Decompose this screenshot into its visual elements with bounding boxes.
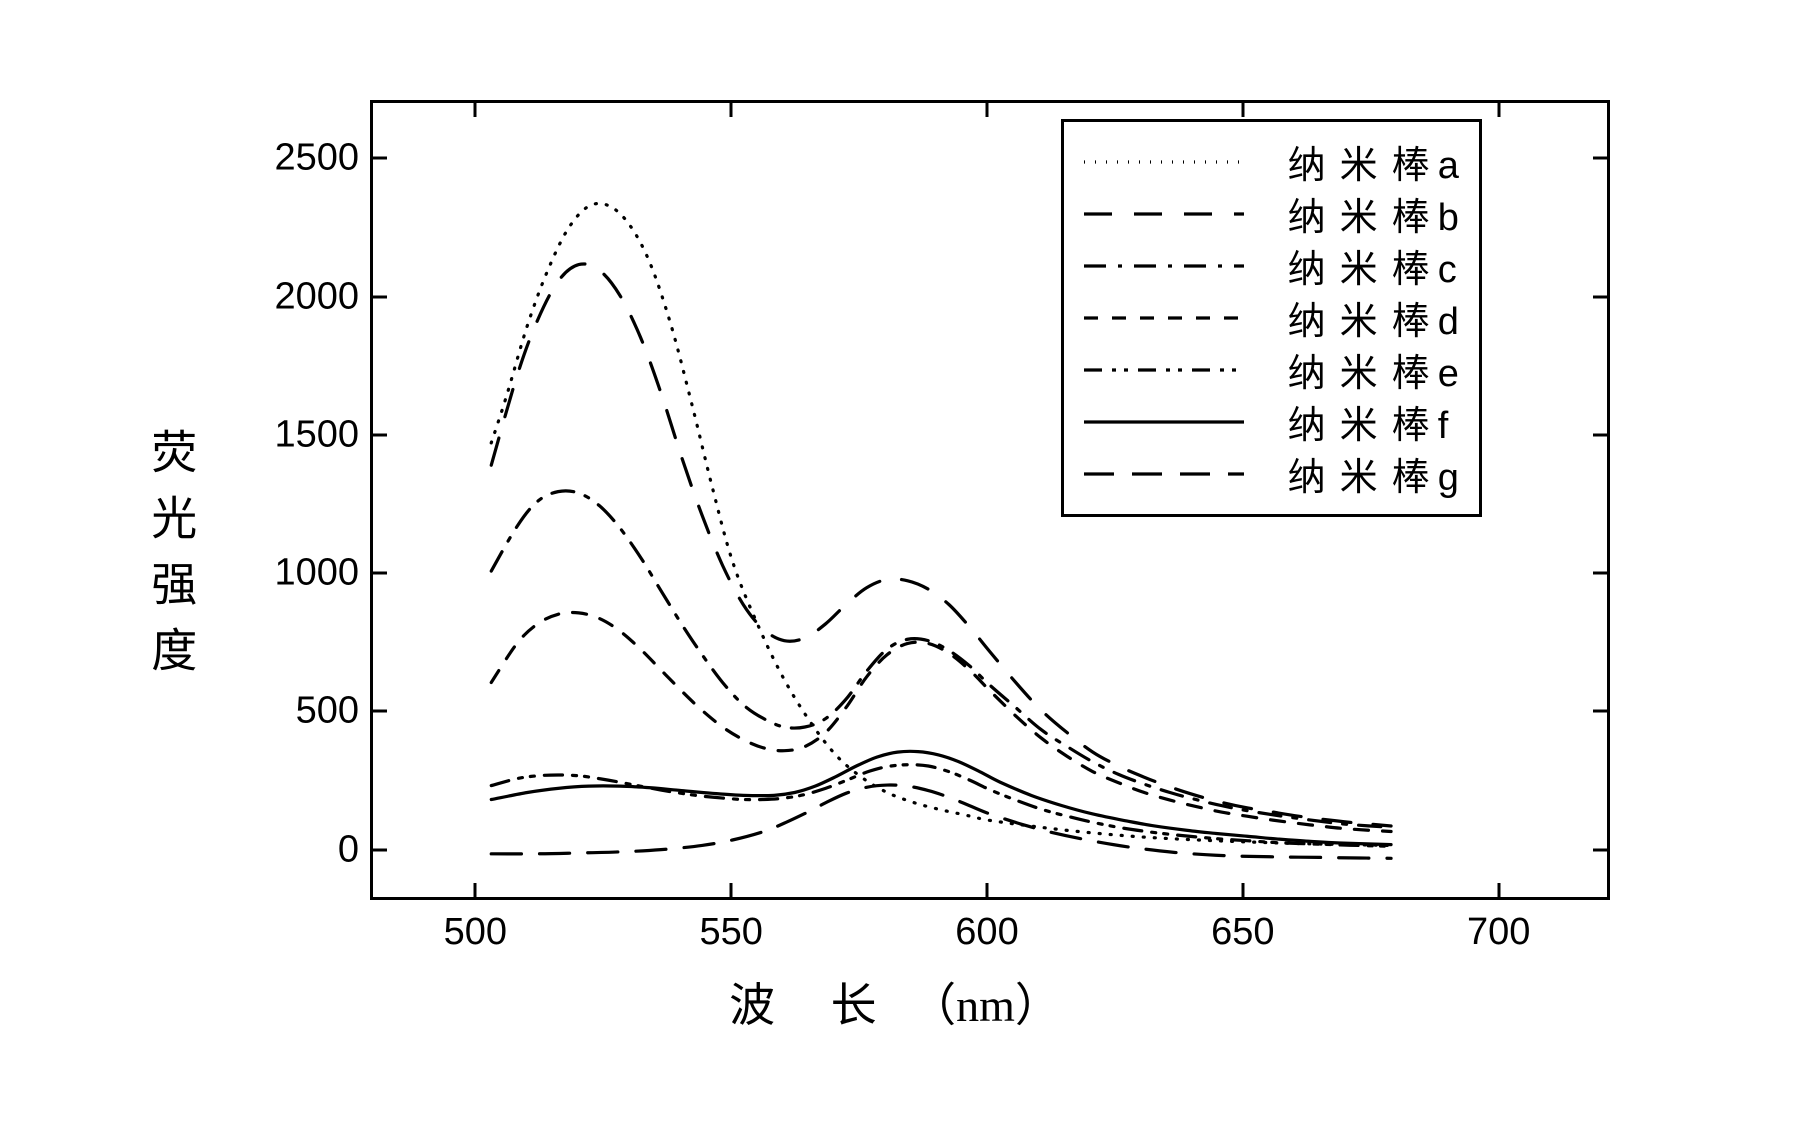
legend-swatch (1084, 350, 1244, 390)
x-axis-label-unit: （nm） (910, 980, 1061, 1031)
legend-swatch (1084, 454, 1244, 494)
ytick-mark (1593, 848, 1607, 851)
xtick-mark (1241, 103, 1244, 117)
ytick-mark (373, 295, 387, 298)
xtick-mark (986, 883, 989, 897)
legend-swatch (1084, 142, 1244, 182)
ytick-mark (373, 848, 387, 851)
xtick-mark (1497, 883, 1500, 897)
ytick-label: 2500 (274, 137, 373, 180)
ytick-mark (373, 710, 387, 713)
legend-item-b: 纳米棒b (1084, 188, 1459, 240)
legend: 纳米棒a纳米棒b纳米棒c纳米棒d纳米棒e纳米棒f纳米棒g (1061, 119, 1482, 517)
xtick-mark (986, 103, 989, 117)
xtick-mark (730, 883, 733, 897)
legend-swatch (1084, 246, 1244, 286)
legend-label: 纳米棒e (1288, 342, 1459, 397)
legend-label: 纳米棒b (1288, 186, 1459, 241)
xtick-mark (1497, 103, 1500, 117)
xtick-label: 700 (1467, 897, 1530, 954)
legend-label: 纳米棒f (1288, 394, 1449, 449)
ytick-mark (1593, 157, 1607, 160)
series-f (491, 751, 1391, 844)
ytick-label: 1500 (274, 413, 373, 456)
ytick-mark (373, 157, 387, 160)
chart-frame: 荧光强度 纳米棒a纳米棒b纳米棒c纳米棒d纳米棒e纳米棒f纳米棒g 050010… (120, 60, 1670, 1060)
ytick-mark (1593, 295, 1607, 298)
legend-label: 纳米棒g (1288, 446, 1459, 501)
x-axis-label-text: 波 长 (729, 980, 899, 1031)
xtick-mark (1241, 883, 1244, 897)
series-e (491, 765, 1391, 847)
legend-item-g: 纳米棒g (1084, 448, 1459, 500)
xtick-label: 550 (699, 897, 762, 954)
xtick-label: 650 (1211, 897, 1274, 954)
legend-label: 纳米棒c (1288, 238, 1457, 293)
legend-label: 纳米棒a (1288, 134, 1459, 189)
ytick-mark (373, 572, 387, 575)
legend-item-c: 纳米棒c (1084, 240, 1459, 292)
legend-swatch (1084, 298, 1244, 338)
ytick-mark (1593, 710, 1607, 713)
xtick-label: 500 (444, 897, 507, 954)
legend-item-e: 纳米棒e (1084, 344, 1459, 396)
ytick-label: 1000 (274, 552, 373, 595)
x-axis-label: 波 长 （nm） (120, 969, 1670, 1035)
xtick-mark (474, 103, 477, 117)
y-axis-label: 荧光强度 (138, 428, 202, 692)
plot-area: 纳米棒a纳米棒b纳米棒c纳米棒d纳米棒e纳米棒f纳米棒g 05001000150… (370, 100, 1610, 900)
xtick-label: 600 (955, 897, 1018, 954)
legend-swatch (1084, 402, 1244, 442)
ytick-label: 2000 (274, 275, 373, 318)
xtick-mark (474, 883, 477, 897)
legend-item-d: 纳米棒d (1084, 292, 1459, 344)
ytick-label: 500 (296, 690, 373, 733)
ytick-mark (1593, 572, 1607, 575)
legend-swatch (1084, 194, 1244, 234)
legend-item-a: 纳米棒a (1084, 136, 1459, 188)
series-g (491, 785, 1391, 858)
legend-label: 纳米棒d (1288, 290, 1459, 345)
ytick-mark (1593, 433, 1607, 436)
ytick-mark (373, 433, 387, 436)
xtick-mark (730, 103, 733, 117)
series-c (491, 491, 1391, 828)
legend-item-f: 纳米棒f (1084, 396, 1459, 448)
ytick-label: 0 (338, 828, 373, 871)
